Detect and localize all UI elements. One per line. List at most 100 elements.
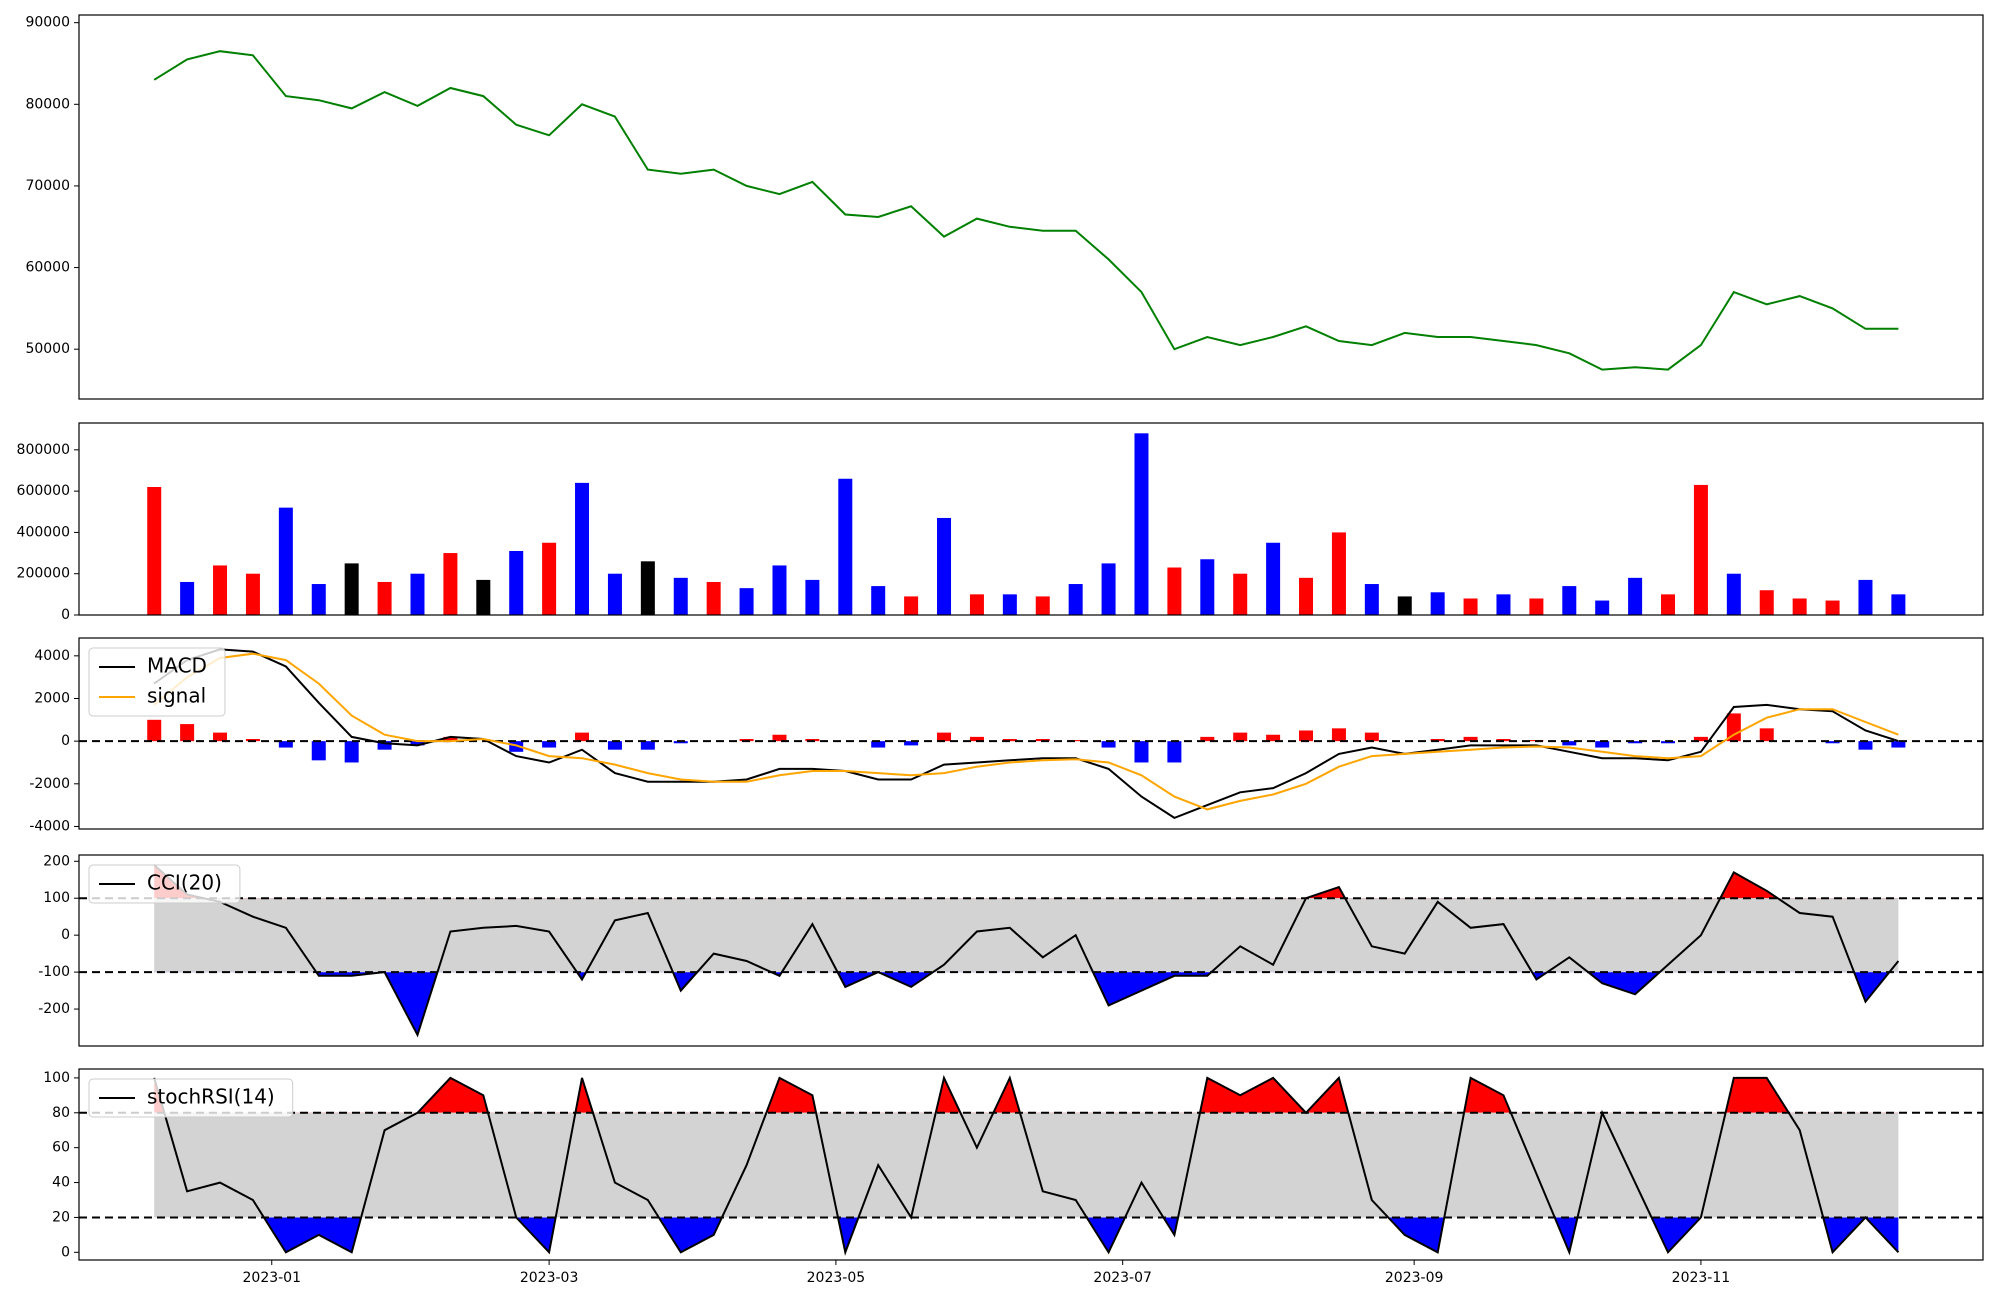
histogram-bar [1726,713,1741,742]
plot-area [79,648,1983,820]
histogram-bar [278,741,293,748]
histogram-bar [1364,732,1379,742]
legend-label: stochRSI(14) [147,1085,275,1109]
volume-bar [377,581,392,615]
histogram-bar [937,732,952,742]
legend: stochRSI(14) [88,1078,294,1118]
legend-box [88,1078,294,1118]
volume-bar [1562,586,1577,615]
histogram-bar [1825,741,1840,744]
histogram-bar [1035,739,1050,742]
volume-bar [1463,598,1478,615]
oversold-fill [154,1217,1899,1253]
histogram-bar [640,741,655,750]
volume-bar [1331,532,1346,615]
volume-bar [311,584,326,615]
volume-bar [607,573,622,615]
volume-bar [1299,577,1314,615]
volume-bar [1661,594,1676,615]
volume-bar [1266,542,1281,615]
volume-bar [180,581,195,615]
panel-frame [78,422,1984,616]
panel-frame [78,637,1984,830]
volume-bar [476,579,491,615]
y-tick-label: 60000 [25,260,70,276]
volume-bar [278,507,293,615]
indicator-line [153,648,1899,820]
y-tick-label: 70000 [25,178,70,194]
volume-bar [443,553,458,615]
panel: -200 -100 0 100 200 CCI(20) [38,853,1984,1047]
x-tick-label: 2023-01 [243,1270,302,1286]
volume-bar [1397,596,1412,615]
y-tick-label: 90000 [25,15,70,31]
panel-frame [78,1068,1984,1261]
histogram-bar [1858,741,1873,750]
histogram-bar [739,739,754,742]
histogram-bar [904,741,919,746]
histogram-bar [509,741,524,752]
volume-bar [739,588,754,615]
volume-bar [969,594,984,615]
volume-bar [575,482,590,615]
volume-bar [1825,600,1840,615]
histogram-bar [1430,739,1445,742]
histogram-bar [1693,736,1708,742]
volume-bar [1529,598,1544,615]
volume-bar [509,551,524,615]
volume-bar [904,596,919,615]
volume-bar [1496,594,1511,615]
histogram-bar [245,739,260,742]
volume-bar [1430,592,1445,615]
plot-area [79,1074,1983,1256]
x-tick-label: 2023-03 [520,1270,579,1286]
volume-bar [344,563,359,615]
volume-bar [1233,573,1248,615]
volume-bar [1595,600,1610,615]
volume-bar [1628,577,1643,615]
histogram-bar [1233,732,1248,742]
histogram-bar [1266,734,1281,742]
histogram-bar [607,741,622,750]
volume-bar [1068,584,1083,615]
x-tick-label: 2023-05 [807,1270,866,1286]
panel: 0 20 40 60 80 100 2023-01 2023-03 2023-05 2023-07… [43,1068,1984,1286]
x-tick-label: 2023-11 [1672,1270,1731,1286]
panel: 0 200000 400000 600000 800000 [17,422,1984,623]
histogram-bar [1167,741,1182,763]
y-tick-label: 0 [61,1244,70,1260]
x-tick-label: 2023-07 [1093,1270,1152,1286]
volume-bar [1726,573,1741,615]
panel-frame [78,854,1984,1047]
y-tick-label: 100 [43,1070,70,1086]
histogram-bar [1134,741,1149,763]
y-tick-label: 60 [52,1140,70,1156]
y-tick-label: 50000 [25,341,70,357]
volume-bar [937,517,952,615]
histogram-bar [1661,741,1676,744]
x-tick-label: 2023-09 [1385,1270,1444,1286]
histogram-bar [1496,739,1511,742]
histogram-bar [1002,739,1017,742]
volume-bar [1035,596,1050,615]
histogram-bar [1595,741,1610,748]
y-tick-label: 20 [52,1209,70,1225]
y-tick-label: -200 [38,1001,70,1017]
panel-frame [78,14,1984,400]
histogram-bar [443,736,458,742]
volume-bar [1002,594,1017,615]
histogram-bar [1891,741,1906,748]
y-tick-label: 0 [61,733,70,749]
y-tick-label: 2000 [34,690,70,706]
volume-bar [213,565,228,615]
volume-bar [673,577,688,615]
volume-bar [1167,567,1182,615]
histogram-bar [805,739,820,742]
panel: -4000 -2000 0 2000 4000 MACD signal [29,637,1984,834]
volume-bar [1891,594,1906,615]
volume-bar [1101,563,1116,615]
y-tick-label: 80 [52,1105,70,1121]
histogram-bar [673,741,688,744]
volume-bar [410,573,425,615]
